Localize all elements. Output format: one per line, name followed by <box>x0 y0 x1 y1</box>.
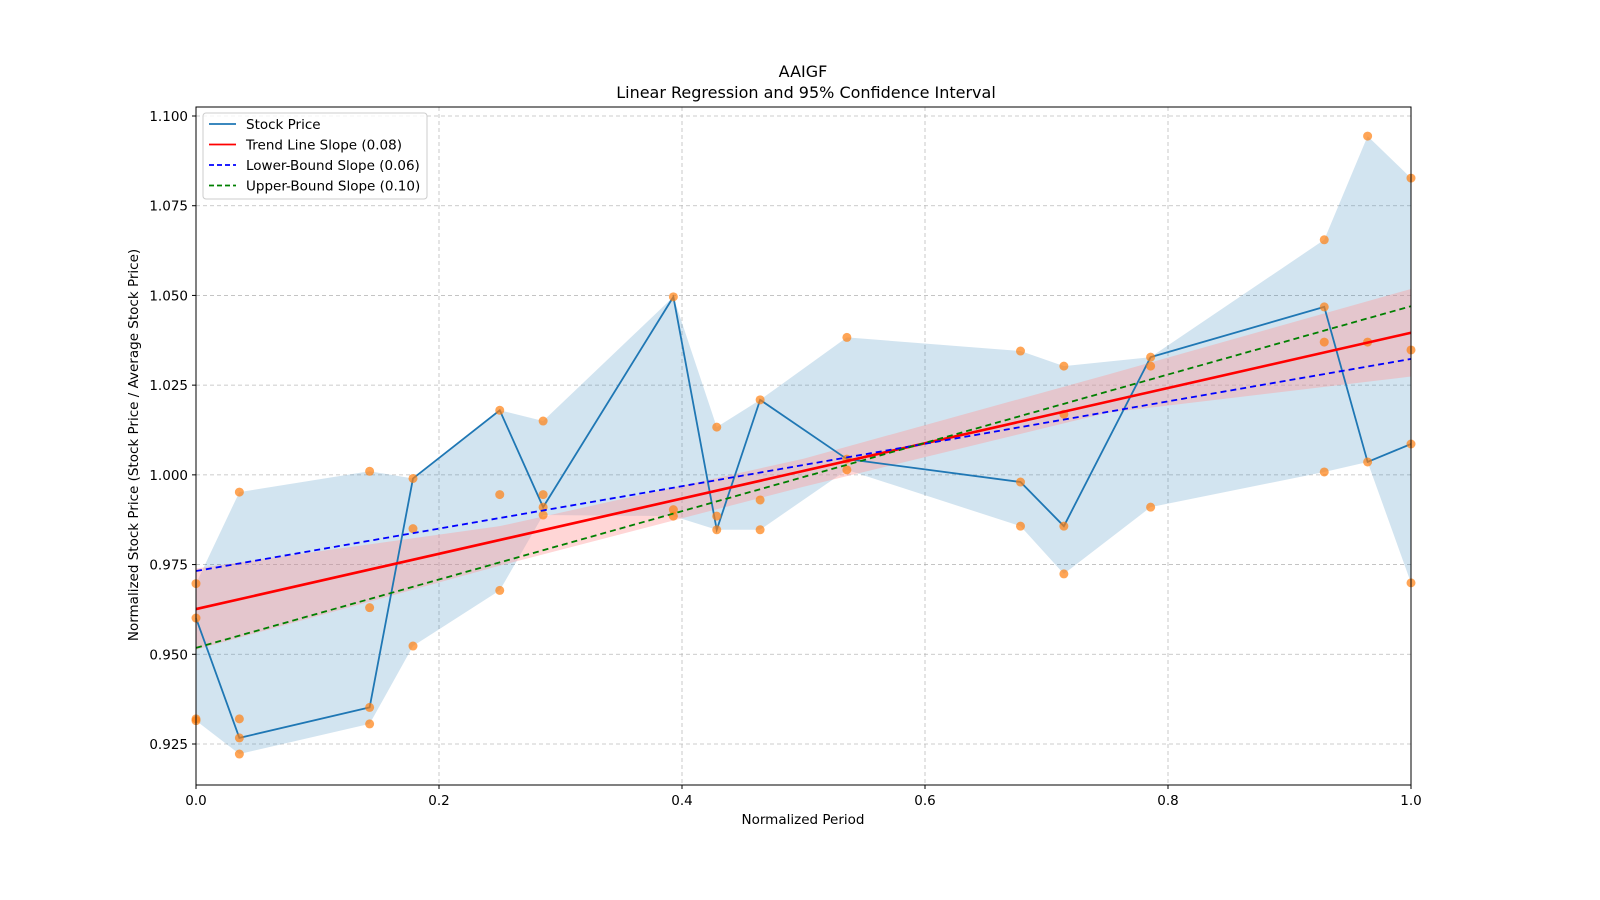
scatter-point <box>408 473 418 483</box>
scatter-point <box>1146 361 1156 371</box>
range-envelope <box>196 136 1411 755</box>
scatter-point <box>755 395 765 405</box>
scatter-point <box>668 292 678 302</box>
scatter-point <box>1319 467 1329 477</box>
scatter-point <box>538 416 548 426</box>
confidence-band <box>196 288 1411 650</box>
scatter-point <box>755 495 765 505</box>
y-tick-label: 1.075 <box>149 199 188 215</box>
scatter-point <box>234 733 244 743</box>
scatter-point <box>668 511 678 521</box>
scatter-point <box>1015 346 1025 356</box>
y-axis-label: Normalized Stock Price (Stock Price / Av… <box>126 249 142 641</box>
scatter-point <box>1146 502 1156 512</box>
scatter-point <box>365 719 375 729</box>
lower-bound-line <box>195 358 1412 572</box>
x-axis-label: Normalized Period <box>742 812 865 828</box>
scatter-point <box>234 714 244 724</box>
scatter-point <box>1146 352 1156 362</box>
chart-title: AAIGF <box>779 62 828 81</box>
scatter-point <box>1363 457 1373 467</box>
scatter-point <box>712 511 722 521</box>
scatter-point <box>1319 302 1329 312</box>
scatter-point <box>538 510 548 520</box>
legend-label: Trend Line Slope (0.08) <box>245 138 402 154</box>
scatter-point <box>408 524 418 534</box>
trend-line <box>195 331 1412 611</box>
plot-frame <box>195 106 1412 786</box>
scatter-point <box>842 332 852 342</box>
legend: Stock Price Trend Line Slope (0.08) Lower-… <box>202 112 428 200</box>
scatter-point <box>1059 521 1069 531</box>
y-tick-label: 1.100 <box>149 109 188 125</box>
scatter-point <box>495 490 505 500</box>
legend-label: Upper-Bound Slope (0.10) <box>246 179 420 195</box>
scatter-point <box>1363 131 1373 141</box>
y-tick-label: 1.050 <box>149 288 188 304</box>
scatter-point <box>1059 569 1069 579</box>
x-tick-label: 0.8 <box>1157 793 1178 809</box>
legend-box <box>202 112 428 200</box>
x-tick-label: 1.0 <box>1400 793 1421 809</box>
scatter-point <box>495 585 505 595</box>
x-tick-label: 0.2 <box>428 793 449 809</box>
legend-label: Stock Price <box>246 117 321 133</box>
scatter-point <box>755 525 765 535</box>
scatter-point <box>365 603 375 613</box>
scatter-point <box>1015 477 1025 487</box>
legend-label: Lower-Bound Slope (0.06) <box>246 158 420 174</box>
scatter-point <box>408 641 418 651</box>
y-tick-label: 1.000 <box>149 468 188 484</box>
x-tick-label: 0.4 <box>671 793 692 809</box>
scatter-point <box>495 405 505 415</box>
chart-subtitle: Linear Regression and 95% Confidence Int… <box>616 83 996 102</box>
y-tick-label: 0.925 <box>149 737 188 753</box>
upper-bound-line <box>195 305 1412 649</box>
scatter-point <box>712 422 722 432</box>
x-tick-label: 0.0 <box>185 793 206 809</box>
scatter-point <box>1319 337 1329 347</box>
scatter-point <box>712 525 722 535</box>
y-tick-label: 1.025 <box>149 378 188 394</box>
scatter-point <box>365 466 375 476</box>
scatter-point <box>668 505 678 515</box>
scatter-point <box>842 465 852 475</box>
scatter-point <box>1059 361 1069 371</box>
y-tick-label: 0.950 <box>149 647 188 663</box>
scatter-point <box>365 702 375 712</box>
scatter-point <box>1015 521 1025 531</box>
scatter-point <box>538 490 548 500</box>
x-tick-label: 0.6 <box>914 793 935 809</box>
scatter-point <box>234 749 244 759</box>
y-tick-label: 0.975 <box>149 558 188 574</box>
scatter-point <box>1319 235 1329 245</box>
scatter-point <box>234 487 244 497</box>
